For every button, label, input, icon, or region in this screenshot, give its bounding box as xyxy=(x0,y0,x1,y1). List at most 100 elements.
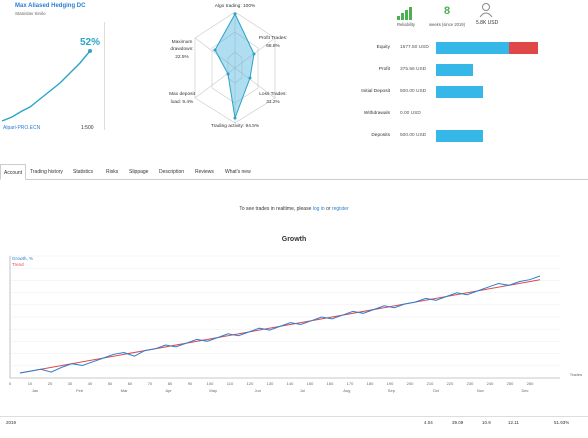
weeks-label: weeks (since 2019) xyxy=(428,22,466,27)
x-tick-label: 250 xyxy=(507,381,514,386)
legend-trend: Trend xyxy=(12,262,24,267)
bar-fill xyxy=(436,130,483,142)
bottom-val4: 12.11 xyxy=(508,420,519,425)
x-tick-label: 80 xyxy=(168,381,173,386)
login-note-or: or xyxy=(326,206,331,212)
login-note: To see trades in realtime, please log in… xyxy=(0,206,588,212)
tab-slippage[interactable]: Slippage xyxy=(129,169,149,175)
x-tick-label: 40 xyxy=(88,381,93,386)
weeks-value: 8 xyxy=(443,5,451,17)
month-tick-label: Oct xyxy=(433,388,440,393)
growth-line xyxy=(19,275,541,374)
bottom-val3: 10.9 xyxy=(482,420,491,425)
tab-risks[interactable]: Risks xyxy=(106,169,119,175)
tab-description[interactable]: Description xyxy=(159,169,185,175)
bottom-val2: 39.09 xyxy=(452,420,464,425)
x-tick-label: 200 xyxy=(407,381,414,386)
bar-fill xyxy=(436,42,510,54)
subscribers-value: 5.8K USD xyxy=(476,20,499,26)
x-tick-label: 240 xyxy=(487,381,494,386)
bar-label: Deposits xyxy=(371,133,390,138)
x-tick-label: 170 xyxy=(347,381,354,386)
broker-link[interactable]: Alpari-PRO.ECN xyxy=(3,125,41,131)
month-tick-label: Mar xyxy=(121,388,129,393)
x-tick-label: 260 xyxy=(527,381,534,386)
bottom-val1: 4.04 xyxy=(424,420,433,425)
account-author[interactable]: Stanislav Sinilo xyxy=(15,11,46,16)
month-tick-label: Aug xyxy=(343,388,350,393)
x-axis-label: Trades xyxy=(570,372,582,377)
radar-loss-trades-value: 31.2% xyxy=(266,100,280,105)
bottom-ytd: 51.93% xyxy=(554,420,570,425)
bar-label: Initial Deposit xyxy=(361,89,390,94)
bar-fill xyxy=(436,64,473,76)
leverage: 1:500 xyxy=(81,125,94,131)
month-tick-label: Sep xyxy=(388,388,396,393)
login-note-prefix: To see trades in realtime, please xyxy=(239,206,312,212)
divider xyxy=(104,22,105,130)
month-tick-label: Jul xyxy=(300,388,305,393)
tab-bar: Account Trading history Statistics Risks Sli… xyxy=(0,164,588,180)
bar-label: Equity xyxy=(376,45,390,50)
bar-value: 500.00 USD xyxy=(400,89,427,94)
radar-profit-trades-value: 68.8% xyxy=(266,44,280,49)
x-tick-label: 110 xyxy=(227,381,234,386)
month-tick-label: May xyxy=(209,388,217,393)
month-tick-label: Feb xyxy=(76,388,84,393)
x-tick-label: 160 xyxy=(327,381,334,386)
x-tick-label: 190 xyxy=(387,381,394,386)
x-tick-label: 220 xyxy=(447,381,454,386)
radar-max-drawdown-label2: drawdown: xyxy=(170,47,194,52)
x-tick-label: 230 xyxy=(467,381,474,386)
x-tick-label: 50 xyxy=(108,381,113,386)
account-gain: 52% xyxy=(80,37,101,48)
account-title[interactable]: Max Aliased Hedging DC xyxy=(15,3,86,9)
bar-value: 500.00 USD xyxy=(400,133,427,138)
tab-reviews[interactable]: Reviews xyxy=(195,169,214,175)
x-tick-label: 120 xyxy=(247,381,254,386)
reliability-label: Reliability xyxy=(397,22,415,27)
legend-growth: Growth, % xyxy=(12,256,33,261)
chart-title: Growth xyxy=(281,236,307,243)
radar-max-deposit-label: Max deposit xyxy=(169,92,195,97)
bar-fill-extra xyxy=(509,42,538,54)
x-tick-label: 70 xyxy=(148,381,153,386)
x-tick-label: 180 xyxy=(367,381,374,386)
reliability-icon xyxy=(397,7,412,20)
x-tick-label: 10 xyxy=(28,381,33,386)
x-tick-label: 30 xyxy=(68,381,73,386)
mini-chart-endpoint xyxy=(88,49,92,53)
register-link[interactable]: register xyxy=(331,206,349,212)
radar-max-deposit-value: load: 9.4% xyxy=(170,100,194,105)
radar-max-drawdown-label: Maximum xyxy=(171,40,193,45)
x-tick-label: 0 xyxy=(9,381,12,386)
bar-value: 1577.50 USD xyxy=(400,45,429,50)
tab-trading-history[interactable]: Trading history xyxy=(30,169,63,175)
radar-max-drawdown-value: 22.5% xyxy=(175,55,189,60)
month-tick-label: Apr xyxy=(166,388,173,393)
month-tick-label: Jun xyxy=(255,388,261,393)
login-link[interactable]: log in xyxy=(312,206,325,212)
month-tick-label: Dec xyxy=(521,388,528,393)
radar-chart xyxy=(194,11,276,124)
bar-label: Profit xyxy=(378,67,390,72)
tab-what-s-new[interactable]: What's new xyxy=(225,169,251,175)
month-tick-label: Nov xyxy=(477,388,484,393)
x-tick-label: 60 xyxy=(128,381,133,386)
mini-growth-chart xyxy=(1,49,92,122)
bottom-divider xyxy=(0,416,588,417)
bar-fill xyxy=(436,86,483,98)
radar-profit-trades-label: Profit Trades: xyxy=(258,36,288,41)
bottom-year: 2019 xyxy=(6,420,17,425)
month-tick-label: Jan xyxy=(32,388,38,393)
subscribers-icon xyxy=(479,3,493,18)
x-tick-label: 140 xyxy=(287,381,294,386)
tab-statistics[interactable]: Statistics xyxy=(73,169,94,175)
bar-value: 0.00 USD xyxy=(400,111,421,116)
radar-trading-activity: Trading activity: 94.5% xyxy=(210,124,260,129)
radar-algo-trading: Algo trading: 100% xyxy=(214,4,256,9)
x-tick-label: 210 xyxy=(427,381,434,386)
bar-value: 375.56 USD xyxy=(400,67,427,72)
tab-account[interactable]: Account xyxy=(0,164,27,180)
x-tick-label: 100 xyxy=(207,381,214,386)
